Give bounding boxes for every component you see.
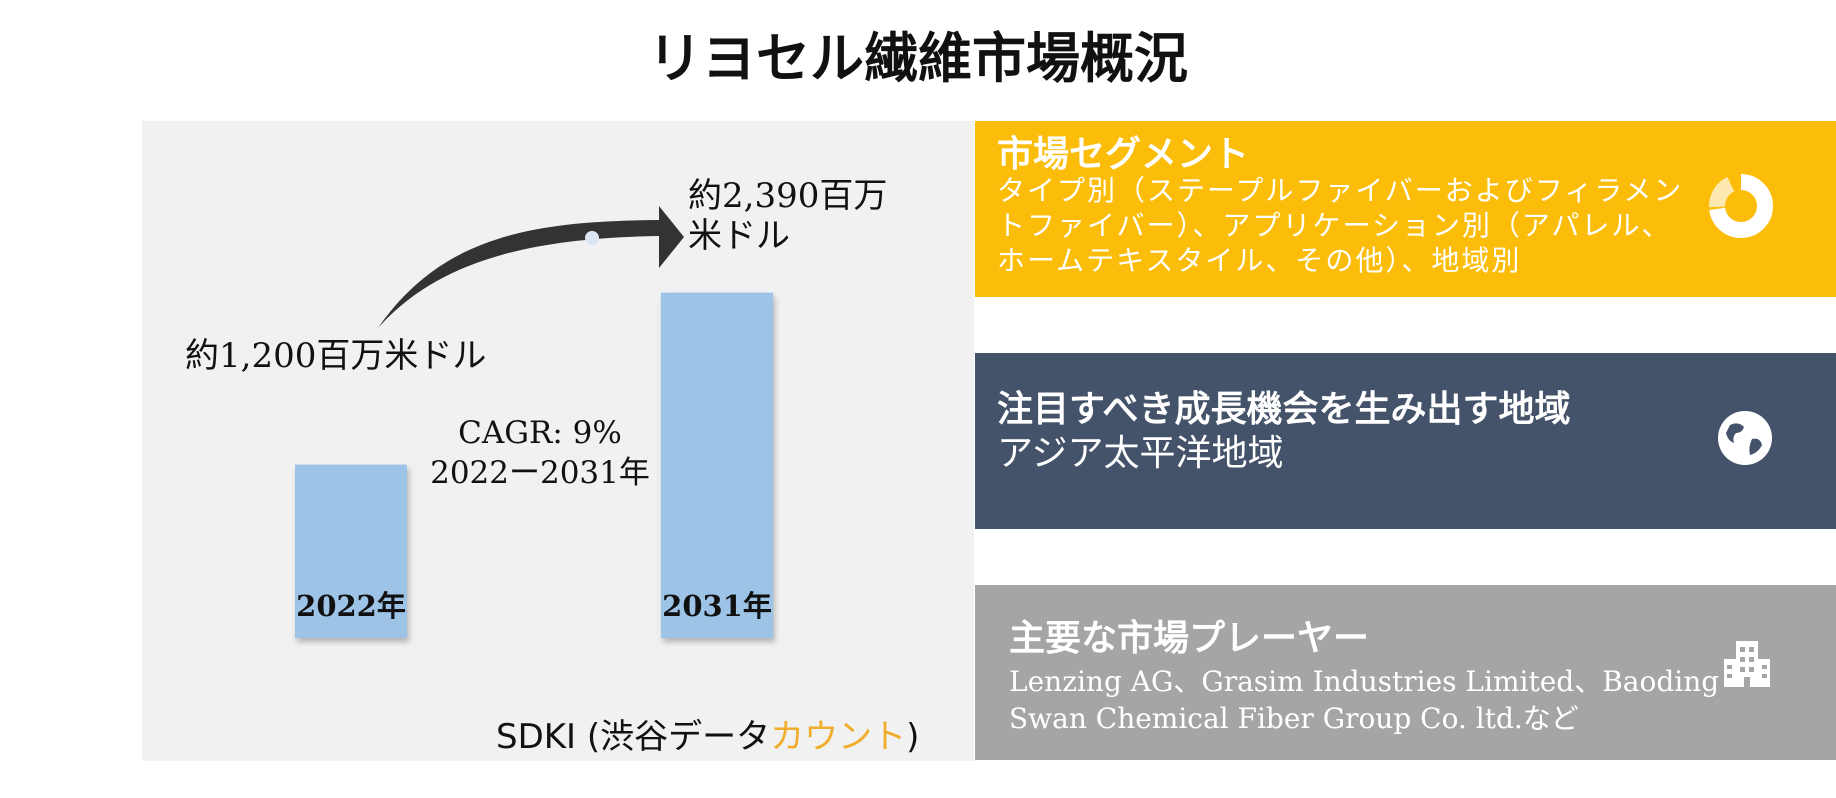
value-label-2022: 約1,200百万米ドル bbox=[185, 336, 487, 376]
growth-region-card: 注目すべき成長機会を生み出す地域 アジア太平洋地域 bbox=[975, 353, 1836, 529]
source-accent: カウント bbox=[770, 717, 907, 757]
market-segment-body: タイプ別（ステープルファイバーおよびフィラメントファイバー）、アプリケーション別… bbox=[997, 174, 1684, 277]
market-segment-heading: 市場セグメント bbox=[997, 133, 1250, 175]
building-icon bbox=[1724, 641, 1770, 687]
arrow-dot bbox=[585, 231, 599, 245]
key-players-heading: 主要な市場プレーヤー bbox=[1009, 617, 1370, 659]
cagr-label: CAGR: 9% 2022ー2031年 bbox=[410, 413, 670, 493]
donut-chart-icon bbox=[1709, 174, 1773, 238]
bar-1 bbox=[295, 464, 407, 638]
cagr-rate: CAGR: 9% bbox=[458, 415, 622, 451]
bar-category-label-2: 2031年 bbox=[662, 589, 772, 623]
growth-region-heading: 注目すべき成長機会を生み出す地域 bbox=[997, 388, 1571, 430]
growth-arrow bbox=[378, 206, 684, 328]
chart-panel: 2022年 2031年 約1,200百万米ドル 約2,390百万 米ドル CAGR… bbox=[142, 121, 974, 761]
source-prefix: SDKI (渋谷データ bbox=[496, 717, 771, 757]
source-suffix: ) bbox=[906, 717, 920, 757]
globe-icon bbox=[1718, 411, 1772, 465]
bar-category-label-1: 2022年 bbox=[296, 589, 406, 623]
value-label-2031: 約2,390百万 米ドル bbox=[688, 176, 887, 256]
cagr-period: 2022ー2031年 bbox=[430, 455, 650, 491]
key-players-body: Lenzing AG、Grasim Industries Limited、Bao… bbox=[1009, 665, 1720, 735]
page-title: リヨセル繊維市場概況 bbox=[648, 26, 1188, 90]
source-label: SDKI (渋谷データカウント) bbox=[496, 709, 919, 758]
value-label-2031-line1: 約2,390百万 bbox=[688, 176, 888, 216]
bar-chart: 2022年 2031年 bbox=[295, 206, 773, 638]
key-players-card: 主要な市場プレーヤー Lenzing AG、Grasim Industries … bbox=[975, 585, 1836, 760]
value-label-2031-line2: 米ドル bbox=[688, 216, 790, 256]
bar-2 bbox=[661, 292, 773, 638]
market-segment-card: 市場セグメント タイプ別（ステープルファイバーおよびフィラメントファイバー）、ア… bbox=[975, 121, 1836, 297]
growth-region-body: アジア太平洋地域 bbox=[997, 433, 1284, 474]
